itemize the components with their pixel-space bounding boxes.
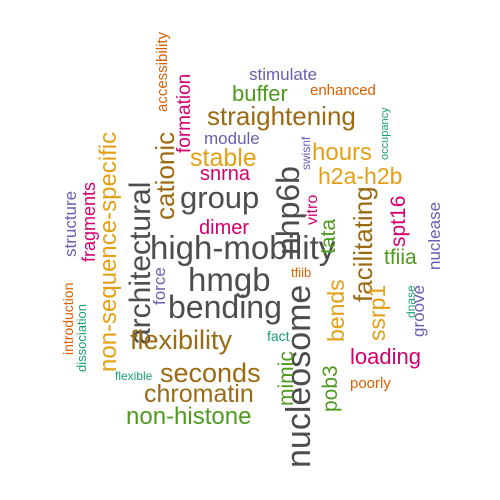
word-force: force: [150, 267, 169, 305]
word-fact: fact: [267, 328, 290, 344]
word-flexibility: flexibility: [130, 325, 233, 355]
word-straightening: straightening: [207, 101, 356, 131]
word-fragments: fragments: [79, 181, 99, 262]
word-module: module: [204, 129, 260, 148]
word-non-histone: non-histone: [126, 403, 252, 430]
word-flexible: flexible: [115, 369, 153, 383]
word-dissociation: dissociation: [74, 304, 89, 372]
word-structure: structure: [61, 190, 80, 257]
word-spt16: spt16: [387, 195, 410, 247]
word-h2a-h2b: h2a-h2b: [318, 163, 403, 189]
word-stable: stable: [190, 144, 257, 172]
word-stimulate: stimulate: [249, 65, 318, 84]
word-mimic: mimic: [275, 351, 298, 406]
word-ssrp1: ssrp1: [364, 284, 390, 341]
word-introduction: introduction: [60, 282, 76, 355]
word-accessibility: accessibility: [154, 31, 171, 112]
word-bends: bends: [323, 279, 349, 342]
word-vitro: vitro: [304, 194, 321, 225]
word-dnase: dnase: [404, 285, 418, 318]
word-snrna: snrna: [200, 163, 251, 185]
word-hmgb: hmgb: [188, 261, 271, 298]
word-swisnf: swisnf: [299, 136, 313, 170]
word-dimer: dimer: [199, 217, 250, 239]
word-buffer: buffer: [232, 81, 288, 106]
word-occupancy: occupancy: [379, 107, 391, 160]
word-group: group: [180, 180, 260, 215]
word-loading: loading: [350, 344, 421, 369]
word-tata: tata: [317, 218, 340, 254]
word-high-mobility: high-mobility: [150, 229, 336, 266]
word-hours: hours: [312, 139, 373, 166]
word-nuclease: nuclease: [425, 201, 444, 270]
word-pob3: pob3: [319, 365, 342, 412]
word-nhp6b: nhp6b: [270, 166, 306, 255]
word-formation: formation: [174, 73, 195, 153]
word-non-sequence-specific: non-sequence-specific: [95, 131, 122, 372]
word-poorly: poorly: [350, 375, 391, 392]
word-chromatin: chromatin: [144, 380, 254, 408]
word-seconds: seconds: [160, 358, 261, 388]
word-tfiia: tfiia: [384, 246, 417, 269]
word-tfiib: tfiib: [291, 265, 312, 280]
word-bending: bending: [168, 289, 282, 325]
word-enhanced: enhanced: [310, 82, 376, 99]
